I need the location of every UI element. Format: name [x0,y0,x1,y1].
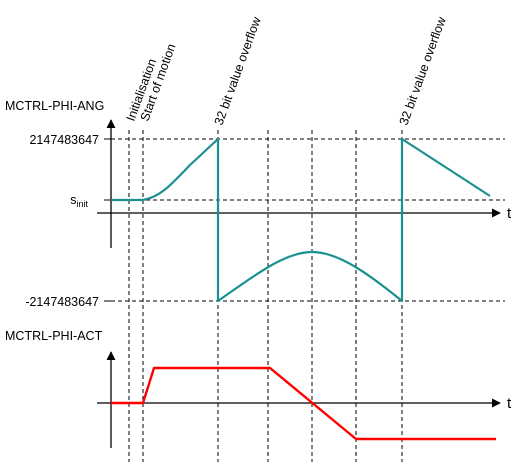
angle-curve [111,137,491,303]
y-min-label: -2147483647 [25,295,99,309]
s-init-label: sinit [70,193,88,209]
bottom-axes [97,351,501,448]
top-axis-t-label: t [507,205,512,222]
overflow-2-label: 32 bit value overflow [397,14,449,127]
top-axes [97,119,501,248]
velocity-curve [111,366,496,441]
level-guides [104,138,505,302]
bottom-axis-t-label: t [507,395,512,412]
top-plot-title: MCTRL-PHI-ANG [5,99,104,113]
overflow-1-label: 32 bit value overflow [212,14,264,127]
y-max-label: 2147483647 [29,133,99,147]
bottom-plot-title: MCTRL-PHI-ACT [5,329,103,343]
top-y-ticks [104,138,111,302]
event-guides [128,130,403,462]
